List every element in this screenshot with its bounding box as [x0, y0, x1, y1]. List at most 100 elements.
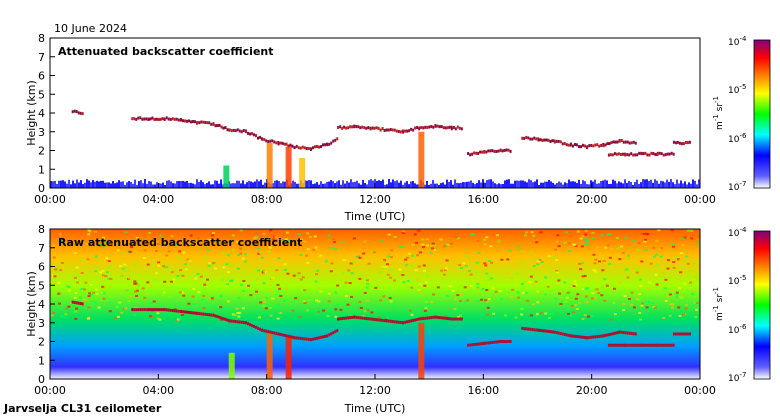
boundary-layer-cell [632, 184, 634, 188]
noise-cell [177, 288, 181, 291]
cloud-cell [535, 137, 538, 141]
panel-raw: Raw attenuated backscatter coefficient 0… [25, 223, 716, 415]
noise-cell [505, 272, 509, 275]
noise-cell [213, 273, 217, 276]
cloud-cell [332, 139, 335, 143]
noise-cell [585, 242, 589, 245]
noise-cell [485, 272, 489, 275]
cloud-cell [75, 110, 78, 114]
raw-cloud-cell [307, 337, 310, 341]
noise-cell [623, 294, 627, 297]
boundary-layer-cell [536, 179, 538, 188]
cloud-cell [682, 142, 685, 146]
noise-cell [201, 298, 205, 301]
raw-cloud-cell [686, 332, 689, 336]
cloud-cell [495, 149, 498, 153]
cloud-cell [446, 126, 449, 130]
noise-cell [494, 290, 498, 293]
boundary-layer-cell [552, 182, 554, 188]
raw-cloud-cell [652, 343, 655, 347]
raw-cloud-cell [607, 343, 610, 347]
noise-cell [655, 283, 659, 286]
noise-cell [544, 312, 548, 315]
noise-cell [113, 241, 117, 244]
cloud-cell [444, 126, 447, 130]
noise-cell [346, 303, 350, 306]
noise-cell [242, 290, 246, 293]
noise-cell [134, 282, 138, 285]
noise-cell [272, 235, 276, 238]
raw-cloud-cell [588, 336, 591, 340]
boundary-layer-cell [150, 181, 152, 188]
noise-cell [476, 282, 480, 285]
boundary-layer-cell [470, 180, 472, 188]
raw-cloud-cell [537, 328, 540, 332]
noise-cell [442, 273, 446, 276]
raw-cloud-cell [186, 310, 188, 314]
cloud-cell [328, 142, 331, 146]
boundary-layer-cell [578, 179, 580, 188]
cloud-cell [397, 129, 400, 133]
cloud-cell [652, 152, 655, 156]
boundary-layer-cell [664, 182, 666, 188]
noise-cell [306, 232, 310, 235]
site-label: Jarvselja CL31 ceilometer [3, 402, 162, 415]
raw-cloud-cell [650, 343, 653, 347]
noise-cell [647, 301, 651, 304]
boundary-layer-cell [204, 184, 206, 188]
noise-cell [386, 255, 390, 258]
noise-cell [602, 260, 606, 263]
boundary-layer-cell [126, 182, 128, 188]
boundary-layer-cell [546, 181, 548, 188]
boundary-layer-cell [662, 181, 664, 188]
raw-cloud-cell [159, 308, 162, 312]
boundary-layer-cell [336, 181, 338, 188]
boundary-layer-cell [146, 183, 148, 188]
raw-cloud-cell [180, 310, 182, 313]
noise-cell [274, 235, 278, 238]
noise-cell [136, 283, 140, 286]
raw-cloud-cell [426, 316, 429, 320]
noise-cell [376, 270, 380, 273]
raw-cloud-cell [188, 310, 190, 314]
raw-cloud-cell [422, 317, 425, 321]
noise-cell [86, 258, 90, 261]
noise-cell [67, 289, 71, 292]
noise-cell [421, 243, 425, 246]
cloud-cell [230, 129, 233, 133]
cloud-cell [399, 130, 402, 134]
raw-cloud-cell [555, 331, 558, 335]
boundary-layer-cell [484, 182, 486, 188]
noise-cell [187, 243, 191, 246]
raw-cloud-cell [572, 334, 574, 338]
noise-cell [128, 251, 132, 254]
noise-cell [402, 281, 406, 284]
noise-cell [224, 284, 228, 287]
boundary-layer-cell [328, 181, 330, 188]
noise-cell [298, 315, 302, 318]
noise-cell [488, 260, 492, 263]
cloud-cell [212, 122, 215, 126]
boundary-layer-cell [76, 179, 78, 188]
boundary-layer-cell [668, 181, 670, 188]
raw-cloud-cell [499, 340, 502, 343]
noise-cell [211, 232, 215, 235]
cloud-cell [71, 110, 74, 114]
noise-cell [153, 278, 157, 281]
noise-cell [600, 234, 604, 237]
noise-cell [284, 287, 288, 290]
noise-cell [583, 314, 587, 317]
raw-cloud-cell [487, 341, 490, 345]
boundary-layer-cell [680, 180, 682, 188]
noise-cell [161, 293, 165, 296]
noise-cell [372, 289, 376, 292]
boundary-layer-cell [640, 182, 642, 188]
boundary-layer-cell [298, 183, 300, 188]
noise-cell [608, 256, 612, 259]
noise-cell [109, 277, 113, 280]
raw-cloud-cell [255, 325, 257, 329]
boundary-layer-cell [340, 184, 342, 188]
raw-cloud-cell [628, 343, 631, 347]
cloud-cell [167, 117, 170, 121]
noise-cell [269, 314, 273, 317]
